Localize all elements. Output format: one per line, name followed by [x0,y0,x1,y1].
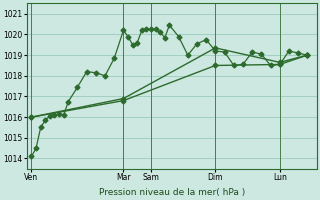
X-axis label: Pression niveau de la mer( hPa ): Pression niveau de la mer( hPa ) [99,188,245,197]
